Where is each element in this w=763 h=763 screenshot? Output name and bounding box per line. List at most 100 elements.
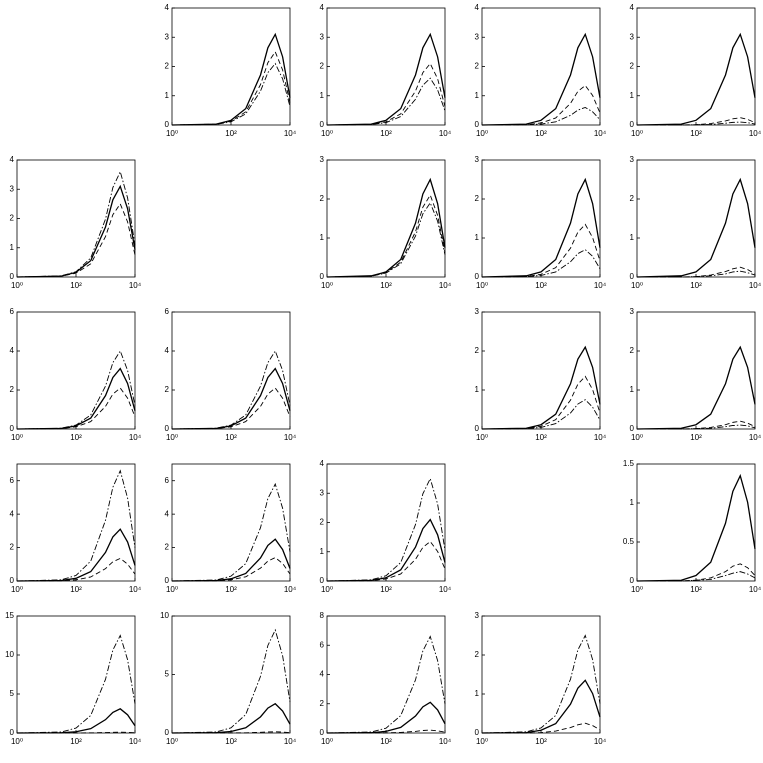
axes-frame (16, 463, 136, 582)
x-tick-label: 10² (690, 585, 702, 594)
y-tick-label: 0.5 (623, 537, 635, 546)
x-tick-label: 10⁴ (749, 585, 762, 594)
x-tick-label: 10⁴ (439, 281, 452, 290)
x-tick-label: 10² (535, 281, 547, 290)
axes-frame (171, 615, 291, 734)
y-tick-label: 2 (630, 62, 635, 71)
y-tick-label: 6 (165, 476, 170, 485)
x-tick-label: 10² (535, 129, 547, 138)
y-tick-label: 0 (10, 728, 15, 737)
y-tick-label: 1 (320, 233, 325, 242)
y-tick-label: 0 (10, 576, 15, 585)
axes-frame (481, 159, 601, 278)
series-line (16, 469, 136, 582)
y-tick-label: 2 (10, 543, 15, 552)
axes-frame (481, 7, 601, 126)
series-line (326, 518, 446, 582)
y-tick-label: 8 (320, 611, 325, 620)
axes-frame (636, 7, 756, 126)
x-tick-label: 10⁰ (476, 433, 488, 442)
axes-frame (481, 311, 601, 430)
y-tick-label: 10 (5, 650, 14, 659)
y-tick-label: 1 (475, 233, 480, 242)
y-tick-label: 4 (10, 346, 15, 355)
x-tick-label: 10⁴ (129, 433, 142, 442)
y-tick-label: 4 (165, 3, 170, 12)
series-line (326, 77, 446, 126)
series-line (171, 62, 291, 126)
x-tick-label: 10⁴ (129, 737, 142, 746)
y-tick-label: 6 (10, 476, 15, 485)
series-line (637, 571, 756, 582)
x-tick-label: 10⁰ (11, 281, 23, 290)
series-line (16, 708, 136, 734)
x-tick-label: 10⁴ (439, 737, 452, 746)
series-line (171, 628, 291, 734)
axes-frame (16, 311, 136, 430)
y-tick-label: 2 (320, 62, 325, 71)
y-tick-label: 1 (320, 91, 325, 100)
series-line (636, 473, 756, 582)
x-tick-label: 10⁴ (594, 129, 607, 138)
y-tick-label: 1 (475, 385, 480, 394)
y-tick-label: 4 (320, 459, 325, 468)
series-line (636, 177, 756, 278)
y-tick-label: 3 (475, 32, 480, 41)
y-tick-label: 1 (475, 91, 480, 100)
series-line (326, 177, 446, 278)
x-tick-label: 10⁴ (439, 129, 452, 138)
series-line (481, 375, 601, 430)
x-tick-label: 10⁰ (476, 737, 488, 746)
axes-frame (16, 615, 136, 734)
series-line (327, 729, 446, 734)
y-tick-label: 0 (475, 272, 480, 281)
series-line (326, 62, 446, 126)
x-tick-label: 10⁰ (166, 129, 178, 138)
y-tick-label: 0 (165, 120, 170, 129)
y-tick-label: 2 (630, 194, 635, 203)
axes-frame (171, 463, 291, 582)
series-line (326, 201, 446, 278)
x-tick-label: 10⁰ (631, 129, 643, 138)
y-tick-label: 5 (165, 670, 170, 679)
series-line (636, 345, 756, 430)
y-tick-label: 2 (165, 543, 170, 552)
y-tick-label: 2 (10, 385, 15, 394)
y-tick-label: 2 (165, 385, 170, 394)
axes-frame (326, 615, 446, 734)
x-tick-label: 10⁰ (321, 585, 333, 594)
y-tick-label: 3 (475, 307, 480, 316)
x-tick-label: 10² (70, 433, 82, 442)
y-tick-label: 6 (320, 640, 325, 649)
series-line (481, 106, 601, 126)
x-tick-label: 10⁰ (166, 585, 178, 594)
y-tick-label: 3 (320, 32, 325, 41)
x-tick-label: 10⁰ (476, 281, 488, 290)
y-tick-label: 4 (10, 155, 15, 164)
x-tick-label: 10² (535, 737, 547, 746)
series-line (482, 722, 601, 734)
y-tick-label: 0 (630, 576, 635, 585)
x-tick-label: 10² (380, 585, 392, 594)
axes-frame (636, 311, 756, 430)
y-tick-label: 1.5 (623, 459, 635, 468)
x-tick-label: 10² (380, 281, 392, 290)
series-line (481, 177, 601, 278)
y-tick-label: 2 (320, 194, 325, 203)
series-line (171, 482, 291, 582)
x-tick-label: 10² (535, 433, 547, 442)
y-tick-label: 0 (630, 120, 635, 129)
y-tick-label: 3 (320, 155, 325, 164)
y-tick-label: 1 (630, 385, 635, 394)
x-tick-label: 10² (70, 585, 82, 594)
y-tick-label: 2 (630, 346, 635, 355)
y-tick-label: 0 (320, 272, 325, 281)
series-line (172, 731, 291, 734)
series-line (481, 399, 601, 430)
x-tick-label: 10⁰ (631, 281, 643, 290)
series-line (16, 349, 136, 430)
x-tick-label: 10² (380, 737, 392, 746)
y-tick-label: 3 (475, 611, 480, 620)
